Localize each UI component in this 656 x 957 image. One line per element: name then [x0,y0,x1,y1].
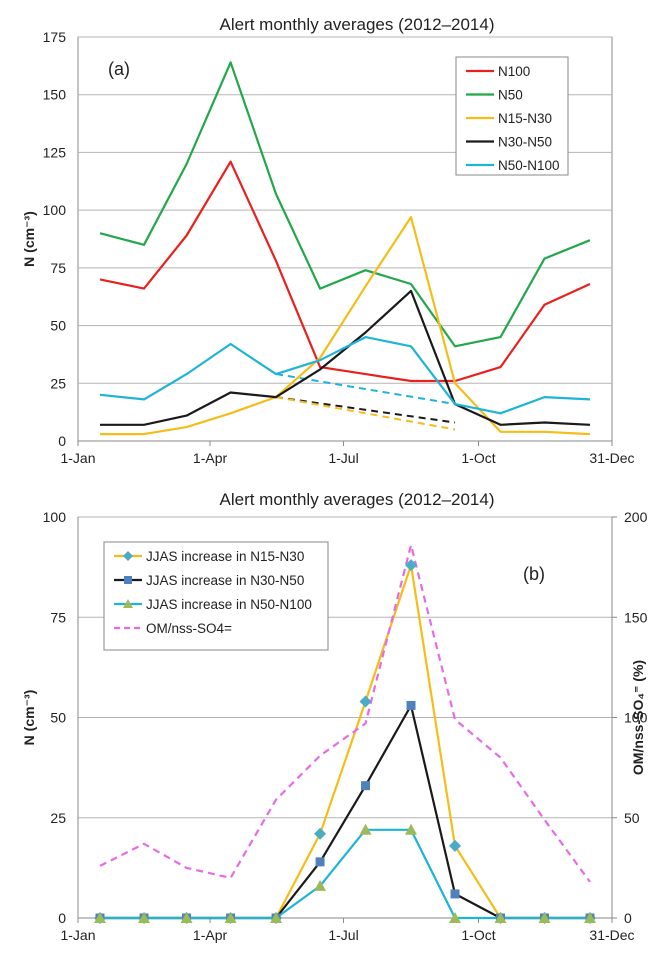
legend-marker [124,576,132,584]
y-tick-label: 75 [50,609,66,625]
data-point-triangle [449,912,462,923]
data-point-diamond [449,839,462,852]
chart-title: Alert monthly averages (2012–2014) [220,490,495,509]
x-tick-label: 1-Jan [60,450,95,466]
x-tick-label: 1-Apr [193,450,228,466]
x-tick-label: 1-Jan [60,927,95,943]
y-tick-label: 50 [50,710,66,726]
legend-entry: N15-N30 [498,111,552,126]
data-point-square [315,857,325,867]
legend-entry: N50 [498,88,523,103]
legend-entry: JJAS increase in N15-N30 [146,549,304,564]
legend-entry: OM/nss-SO4= [146,621,232,636]
y-tick-label: 25 [50,375,66,391]
series-line-n50-n100 [99,336,591,415]
y-tick-label: 125 [43,144,67,160]
series-line-om-nss-so4- [99,543,591,883]
data-point-square [361,781,371,791]
data-point-square [450,889,460,899]
data-point-diamond [314,827,327,840]
data-point-square [406,700,416,710]
y-tick-label: 0 [58,433,66,449]
panel-label: (a) [108,59,130,79]
x-tick-label: 31-Dec [589,450,634,466]
data-point-triangle [94,912,107,923]
y-tick-label: 25 [50,810,66,826]
y-axis-label: N (cm⁻³) [21,690,37,746]
series-line-n100 [99,160,591,383]
y2-tick-label: 200 [624,509,648,525]
series-line-n30-n50 [100,289,591,426]
legend-entry: JJAS increase in N50-N100 [146,597,312,612]
data-point-triangle [270,912,283,923]
data-point-triangle [405,823,418,835]
y2-tick-label: 100 [624,710,648,726]
legend-entry: N100 [498,64,530,79]
series-line-jjas-increase-in-n50-n100 [100,828,590,920]
y-tick-label: 100 [43,509,67,525]
series-line-n15-n30 [100,216,591,436]
legend-marker [123,551,133,561]
x-tick-label: 1-Jul [328,450,358,466]
y2-axis-label: OM/nss-SO₄⁼ (%) [630,660,646,775]
legend-entry: N50-N100 [498,158,560,173]
chart-title: Alert monthly averages (2012–2014) [220,15,495,34]
panel-label: (b) [523,564,545,584]
y-tick-label: 50 [50,318,66,334]
data-point-triangle [180,912,193,923]
legend-box [103,541,329,651]
data-point-diamond [359,695,372,708]
y-tick-label: 100 [43,202,67,218]
x-tick-label: 1-Apr [193,927,228,943]
y-tick-label: 150 [43,87,67,103]
y-tick-label: 0 [58,910,66,926]
data-point-triangle [314,879,327,891]
data-point-triangle [538,912,551,923]
x-tick-label: 1-Oct [461,927,495,943]
series-line-n50 [99,61,591,348]
baseline-line [275,396,456,431]
data-point-triangle [494,912,507,923]
data-point-triangle [583,912,596,923]
legend-marker [123,599,133,608]
y2-tick-label: 150 [624,609,648,625]
y2-tick-label: 50 [624,810,640,826]
y-tick-label: 75 [50,260,66,276]
baseline-line [275,396,456,424]
data-point-triangle [138,912,151,923]
x-tick-label: 31-Dec [589,927,634,943]
baseline-line [275,373,456,406]
data-point-triangle [224,912,237,923]
y-tick-label: 175 [43,29,67,45]
legend-box [455,56,569,176]
x-tick-label: 1-Oct [461,450,495,466]
data-point-triangle [359,823,372,835]
y-axis-label: N (cm⁻³) [21,211,37,267]
x-tick-label: 1-Jul [328,927,358,943]
data-point-diamond [405,559,418,572]
legend-entry: N30-N50 [498,135,552,150]
y2-tick-label: 0 [624,910,632,926]
legend-entry: JJAS increase in N30-N50 [146,573,304,588]
